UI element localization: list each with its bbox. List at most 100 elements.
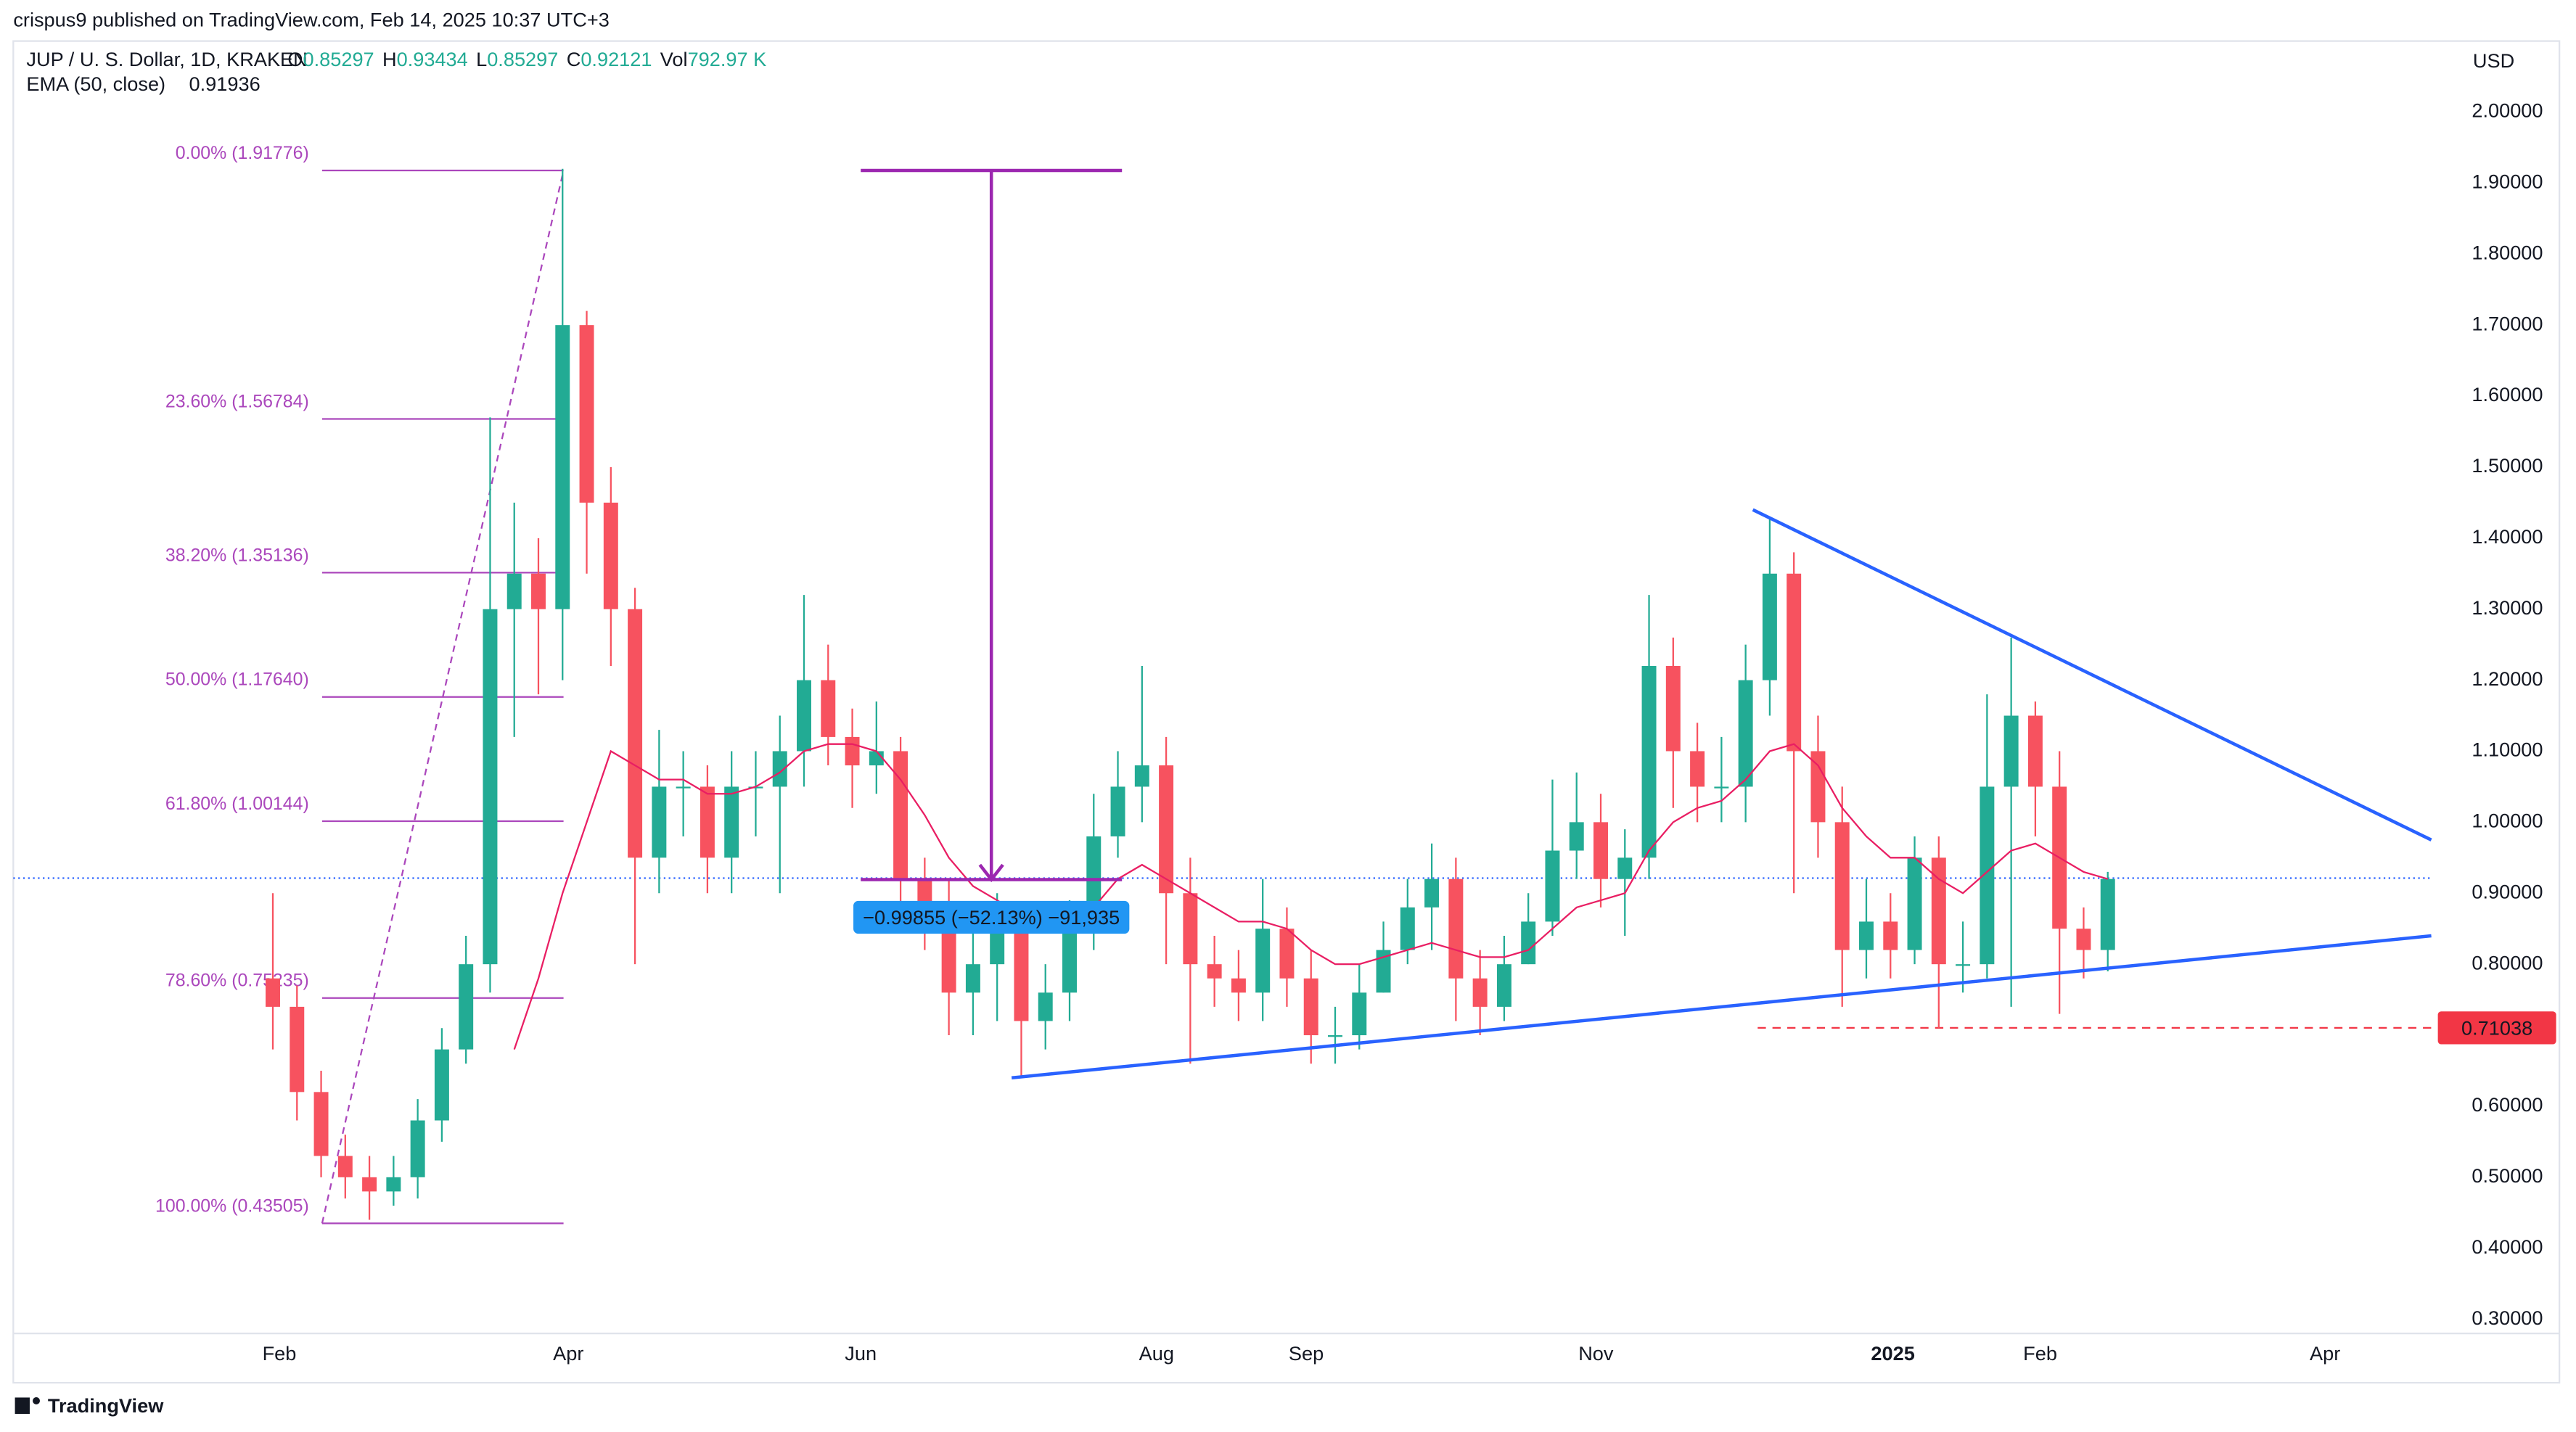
candle-body	[1834, 822, 1850, 950]
candle-body	[1810, 751, 1826, 823]
candle-body	[1787, 573, 1802, 752]
volume-key: Vol	[660, 48, 688, 70]
candle-body	[555, 325, 570, 609]
candle-body	[1400, 907, 1415, 950]
candle-body	[1134, 765, 1149, 787]
candle-body	[1110, 786, 1125, 836]
measure-label: −0.99855 (−52.13%) −91,935	[863, 906, 1120, 929]
currency: USD	[2473, 49, 2514, 72]
fib-label: 61.80% (1.00144)	[165, 794, 309, 814]
candle-body	[1062, 929, 1077, 993]
candle-body	[845, 736, 860, 766]
candle-body	[1617, 857, 1633, 879]
symbol: JUP / U. S. Dollar, 1D, KRAKEN	[26, 48, 307, 70]
candle-body	[917, 878, 932, 908]
published-note: crispus9 published on TradingView.com, F…	[13, 9, 609, 31]
candle-body	[893, 751, 908, 879]
candle-body	[579, 325, 594, 503]
candle-body	[1038, 992, 1053, 1021]
fib-label: 23.60% (1.56784)	[165, 391, 309, 411]
candle-body	[652, 786, 667, 858]
candle-body	[1545, 850, 1560, 922]
candle-body	[1183, 893, 1198, 965]
x-tick-label: Apr	[2310, 1342, 2340, 1365]
y-tick-label: 1.30000	[2472, 596, 2543, 619]
candle-body	[434, 1049, 449, 1121]
candle-body	[1352, 992, 1367, 1036]
candle-body	[1593, 822, 1608, 879]
ohlc-value: 0.92121	[581, 48, 652, 70]
x-tick-label: Apr	[553, 1342, 583, 1365]
y-tick-label: 1.90000	[2472, 170, 2543, 193]
fib-trend	[321, 170, 565, 1224]
trendline	[1752, 508, 2432, 841]
ema-value: 0.91936	[189, 73, 261, 95]
candle-body	[362, 1177, 377, 1192]
y-tick-label: 0.60000	[2472, 1093, 2543, 1116]
candle-body	[772, 751, 787, 787]
y-tick-label: 2.00000	[2472, 99, 2543, 122]
volume-value: 792.97 K	[688, 48, 767, 70]
y-tick-label: 0.40000	[2472, 1235, 2543, 1258]
x-tick-label: 2025	[1871, 1342, 1914, 1365]
ohlc-values: O0.85297 H0.93434 L0.85297 C0.92121 Vol792.9…	[287, 48, 766, 70]
support-tag	[2437, 1011, 2556, 1045]
candle-body	[1521, 921, 1536, 965]
candle-body	[1424, 878, 1440, 908]
footer-brand: TradingView	[48, 1394, 164, 1417]
candle-body	[1690, 751, 1705, 787]
x-tick-label: Feb	[263, 1342, 297, 1365]
candle-body	[1956, 964, 1971, 966]
y-tick-label: 1.20000	[2472, 667, 2543, 690]
candle-body	[1159, 765, 1174, 894]
candle-body	[990, 929, 1005, 965]
x-tick-label: Feb	[2023, 1342, 2057, 1365]
candle-body	[1376, 950, 1391, 993]
candle-body	[797, 680, 811, 752]
candle-body	[1328, 1035, 1342, 1037]
ohlc-key: H	[382, 48, 397, 70]
measure-arrow	[978, 863, 1004, 883]
candle-body	[1907, 857, 1922, 950]
candle-body	[1279, 929, 1295, 979]
support-tag-label: 0.71038	[2461, 1016, 2532, 1039]
candle-body	[2003, 715, 2019, 787]
candle-body	[603, 502, 618, 609]
chart-frame	[12, 40, 2561, 1384]
candle-body	[1207, 964, 1222, 979]
y-tick-label: 0.80000	[2472, 951, 2543, 974]
candle-body	[1738, 680, 1753, 787]
ohlc-key: C	[567, 48, 581, 70]
candle-body	[965, 964, 980, 993]
y-tick-label: 1.10000	[2472, 738, 2543, 761]
ohlc-key: O	[287, 48, 303, 70]
candle-body	[386, 1177, 401, 1192]
candle-body	[483, 609, 498, 965]
ema-label: EMA (50, close)	[26, 73, 165, 95]
fib-label: 50.00% (1.17640)	[165, 670, 309, 690]
y-tick-label: 0.50000	[2472, 1164, 2543, 1187]
candle-body	[1014, 929, 1029, 1021]
candle-body	[313, 1092, 329, 1156]
candle-body	[1569, 822, 1584, 851]
candle-body	[1641, 666, 1657, 858]
ohlc-value: 0.85297	[303, 48, 374, 70]
candle-body	[1883, 921, 1898, 950]
y-tick-label: 1.60000	[2472, 383, 2543, 406]
y-tick-label: 1.50000	[2472, 454, 2543, 477]
fib-label: 0.00% (1.91776)	[176, 143, 309, 163]
candle-body	[1472, 978, 1488, 1007]
candle-body	[531, 573, 546, 609]
ohlc-key: L	[476, 48, 487, 70]
candle-body	[1859, 921, 1874, 950]
candle-body	[821, 680, 836, 737]
y-tick-label: 1.00000	[2472, 810, 2543, 832]
candle-body	[676, 786, 691, 789]
candle-body	[1931, 857, 1946, 965]
ohlc-value: 0.85297	[487, 48, 558, 70]
candle-body	[724, 786, 739, 858]
y-tick-label: 0.30000	[2472, 1307, 2543, 1329]
candle-body	[1303, 978, 1318, 1036]
